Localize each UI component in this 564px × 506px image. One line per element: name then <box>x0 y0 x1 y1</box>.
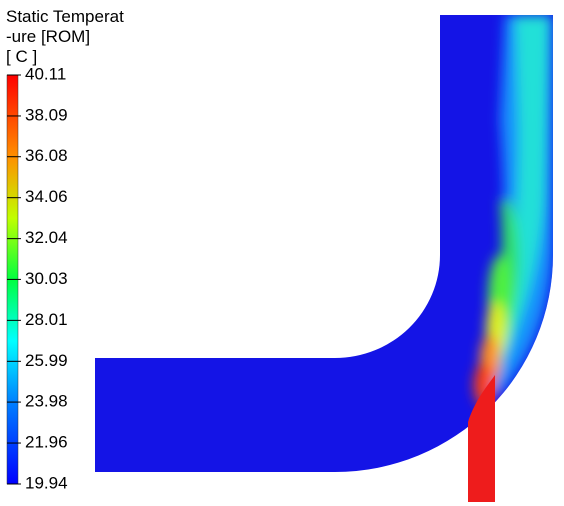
legend-title: Static Temperat -ure [ROM] [ C ] <box>6 7 124 66</box>
legend-title-line: [ C ] <box>6 47 37 66</box>
pipe-body <box>95 15 553 472</box>
tick-label: 38.09 <box>25 105 68 124</box>
tick-label: 34.06 <box>25 187 68 206</box>
tick-label: 40.11 <box>25 64 66 83</box>
pipe-contour <box>95 15 553 502</box>
hot-inlet <box>468 422 495 502</box>
legend-title-line: Static Temperat <box>6 7 124 26</box>
tick-label: 30.03 <box>25 269 68 288</box>
tick-label: 19.94 <box>25 473 68 492</box>
tick-label: 23.98 <box>25 392 68 411</box>
hot-jet <box>468 375 495 422</box>
tick-label: 28.01 <box>25 310 68 329</box>
tick-label: 36.08 <box>25 146 68 165</box>
tick-label: 32.04 <box>25 228 68 247</box>
tick-label: 25.99 <box>25 351 68 370</box>
colorbar-ticks: 40.11 38.09 36.08 34.06 32.04 30.03 28.01 25.99… <box>7 64 68 492</box>
legend-title-line: -ure [ROM] <box>6 27 90 46</box>
tick-label: 21.96 <box>25 433 68 452</box>
